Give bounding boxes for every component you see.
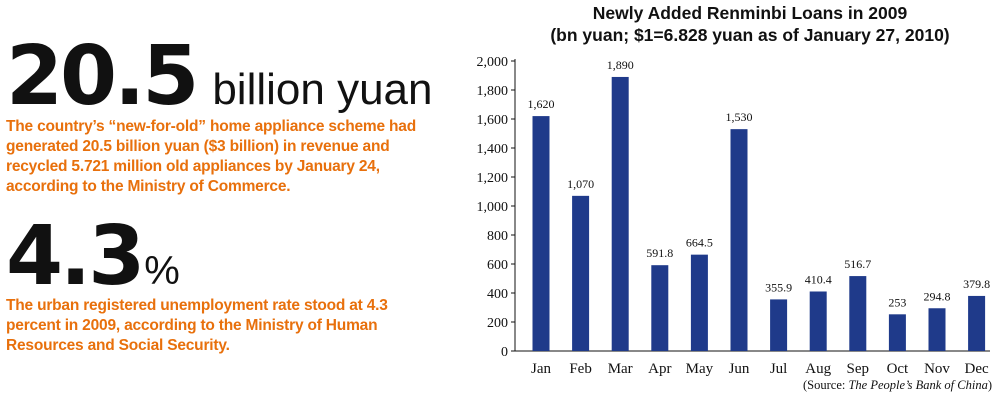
bar (849, 276, 867, 351)
x-tick-label: Sep (847, 361, 870, 377)
y-tick-label: 200 (487, 316, 508, 331)
stat-1-description: The country’s “new-for-old” home applian… (6, 118, 416, 195)
stat-2-number: 4.3 (6, 209, 145, 304)
x-tick-label: Dec (965, 361, 989, 377)
bar (572, 195, 590, 351)
bar-value-label: 1,890 (607, 58, 634, 72)
bar (651, 265, 669, 351)
y-tick-label: 800 (487, 229, 508, 244)
y-tick-label: 1,600 (477, 113, 509, 128)
x-tick-label: Aug (805, 361, 831, 377)
bar-value-label: 516.7 (844, 257, 871, 271)
bar-chart: 0 200 400 600 800 1,000 1,200 1,400 1,600 1,800 2,… (477, 55, 991, 377)
bar (532, 116, 550, 351)
x-tick-label: Feb (569, 361, 592, 377)
source-name: The People’s Bank of China (848, 378, 988, 392)
bar (809, 291, 827, 351)
stat-1-unit: billion yuan (212, 65, 433, 114)
x-tick-label: Jan (531, 361, 551, 377)
bar-value-label: 591.8 (646, 246, 673, 260)
x-tick-label: Jul (770, 361, 788, 377)
chart-header: Newly Added Renminbi Loans in 2009 (bn y… (500, 2, 1000, 46)
y-tick-label: 600 (487, 258, 508, 273)
bar (928, 308, 946, 351)
x-tick-label: Jun (729, 361, 750, 377)
chart-subtitle: (bn yuan; $1=6.828 yuan as of January 27… (550, 25, 950, 45)
stats-panel: 20.5 billion yuan The country’s “new-for-… (0, 0, 440, 401)
chart-title: Newly Added Renminbi Loans in 2009 (592, 3, 908, 23)
y-tick-label: 2,000 (477, 55, 509, 70)
stat-2-description: The urban registered unemployment rate s… (6, 297, 388, 354)
bar (730, 129, 748, 351)
x-tick-label: May (686, 361, 714, 377)
stat-2-headline: 4.3% (6, 216, 180, 298)
y-tick-label: 1,400 (477, 142, 509, 157)
source-prefix: (Source: (803, 378, 849, 392)
x-tick-label: Nov (924, 361, 950, 377)
stat-1-headline: 20.5 billion yuan (6, 36, 432, 118)
bar (888, 314, 906, 351)
bar-value-label: 379.8 (963, 277, 990, 291)
bar-value-label: 410.4 (805, 272, 832, 286)
x-tick-label: Oct (887, 361, 909, 377)
y-tick-label: 1,200 (477, 171, 509, 186)
bar-value-label: 1,620 (528, 97, 555, 111)
bar-value-label: 253 (888, 295, 906, 309)
stat-2-unit: % (144, 249, 180, 293)
bar-value-label: 355.9 (765, 280, 792, 294)
bar (690, 254, 708, 351)
bar-value-label: 294.8 (924, 289, 951, 303)
bar-value-label: 664.5 (686, 236, 713, 250)
bar-value-label: 1,070 (567, 177, 594, 191)
chart-source: (Source: The People’s Bank of China) (803, 378, 992, 393)
y-tick-label: 0 (501, 345, 508, 360)
source-suffix: ) (987, 378, 992, 392)
bar-value-label: 1,530 (726, 110, 753, 124)
y-tick-label: 1,800 (477, 84, 509, 99)
stat-1-number: 20.5 (6, 29, 199, 124)
x-tick-label: Mar (608, 361, 633, 377)
y-tick-label: 400 (487, 287, 508, 302)
bar (968, 295, 986, 351)
y-tick-label: 1,000 (477, 200, 509, 215)
x-tick-label: Apr (648, 361, 671, 377)
bar (611, 76, 629, 351)
bar (770, 299, 788, 351)
